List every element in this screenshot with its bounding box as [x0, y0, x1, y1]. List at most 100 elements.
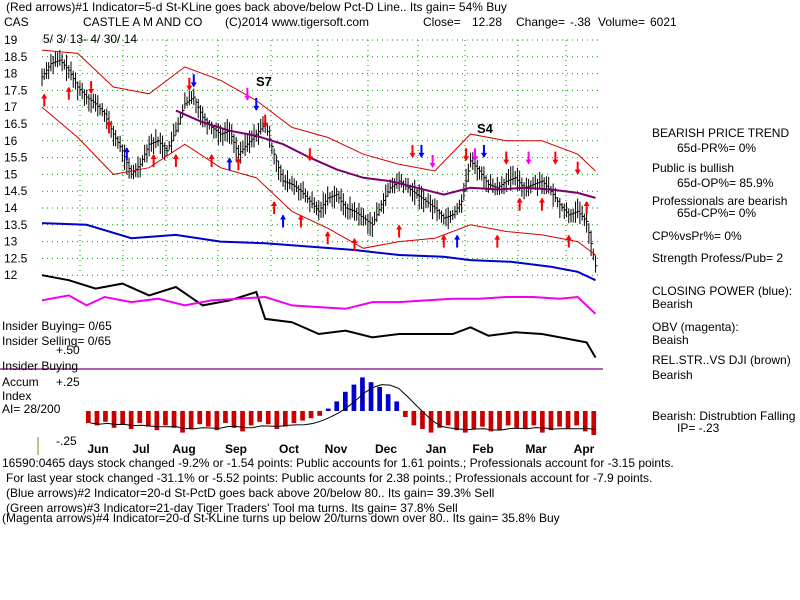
accum-bar [351, 384, 357, 411]
accum-bar [531, 411, 537, 426]
y-tick-label: 14.5 [4, 184, 28, 198]
pr-value: 65d-PR%= 0% [677, 141, 756, 155]
signal-arrow-head [235, 157, 242, 163]
accum-bar [146, 411, 151, 427]
footer-line5: (Magenta arrows)#4 Indicator=20-d St-KLi… [2, 511, 560, 525]
x-tick-label: Jun [87, 442, 108, 456]
signal-arrow-head [525, 159, 532, 165]
signal-arrow-head [565, 234, 572, 240]
y-tick-label: 17 [4, 100, 18, 114]
accum-bar [497, 411, 502, 431]
accum-bar [205, 411, 211, 427]
accum-bar [231, 411, 237, 428]
accum-bar [548, 411, 554, 431]
signal-arrow-head [516, 197, 523, 203]
insider-buying-title: Insider Buying [2, 359, 78, 373]
accum-bar [283, 411, 288, 427]
signal-arrow-head [244, 95, 251, 101]
accum-bar [94, 411, 100, 426]
accum-bar [428, 411, 434, 433]
signal-arrow-head [280, 214, 287, 220]
accum-bar [223, 411, 228, 423]
accum-bar [240, 411, 245, 432]
y-axis-ticks: 19 18.5 18 17.5 17 16.5 16 15.5 15 14.5 14 13.5 13 12… [4, 33, 28, 282]
signal-arrow-head [418, 152, 425, 158]
signal-s4: S4 [477, 121, 494, 136]
x-tick-label: Sep [225, 442, 247, 456]
accum-average-line [90, 384, 596, 431]
close-value: 12.28 [472, 15, 502, 29]
y-tick-label: 19 [4, 33, 18, 47]
accum-bar [325, 408, 331, 411]
signal-arrow-head [190, 82, 197, 88]
accum-bar [154, 411, 160, 431]
x-axis-ticks: Jun Jul Aug Sep Oct Nov Dec Jan Feb Mar Apr [87, 442, 594, 456]
obv-title: OBV (magenta): [652, 320, 739, 334]
y-tick-label: 16 [4, 134, 18, 148]
accum-bar [103, 411, 108, 422]
signal-arrow-head [574, 169, 581, 175]
trend-title: BEARISH PRICE TREND [652, 126, 789, 140]
accum-bar [505, 411, 511, 426]
accum-bar [420, 411, 425, 429]
accum-bar [368, 382, 374, 411]
accum-bar [171, 411, 177, 428]
signal-arrow-head [41, 93, 48, 99]
accum-bar [111, 411, 117, 428]
accum-bar [188, 411, 194, 429]
signal-arrow-head [262, 122, 269, 128]
accum-bar [514, 411, 519, 428]
relstr-title: REL.STR..VS DJI (brown) [652, 353, 791, 367]
accum-bar [197, 411, 203, 425]
accum-histogram [86, 377, 597, 435]
accum-bar [300, 411, 305, 421]
accum-plus25: +.25 [56, 375, 80, 389]
x-tick-label: Mar [525, 442, 547, 456]
signal-arrow-head [105, 120, 112, 126]
footer-line4: (Green arrows)#3 Indicator=21-day Tiger … [6, 501, 458, 515]
accum-bar [214, 411, 220, 431]
x-tick-label: Aug [172, 442, 195, 456]
y-tick-label: 14 [4, 201, 18, 215]
accum-bar [557, 411, 562, 427]
price-grid [42, 39, 600, 276]
signal-arrow-head [538, 197, 545, 203]
volume-label: Volume= [598, 15, 645, 29]
relstr-value: Bearish [652, 368, 693, 382]
accum-bar [574, 411, 579, 426]
y-tick-label: 18.5 [4, 50, 28, 64]
accum-minus25: -.25 [56, 434, 77, 448]
x-tick-label: Feb [472, 442, 493, 456]
signal-arrow-head [583, 201, 590, 206]
accum-bar [385, 394, 391, 411]
accum-bar [565, 411, 571, 429]
accum-bar [291, 411, 297, 423]
y-tick-label: 13.5 [4, 218, 28, 232]
volume-value: 6021 [650, 15, 677, 29]
ai-value: AI= 28/200 [2, 402, 61, 416]
signal-arrow-head [186, 85, 193, 91]
accum-bar [317, 411, 322, 416]
y-tick-label: 12 [4, 268, 18, 282]
accum-bar [522, 411, 528, 429]
price-bars [41, 49, 598, 273]
accum-bar [248, 411, 254, 426]
signal-arrow-head [271, 201, 278, 206]
signal-arrow-head [88, 89, 95, 95]
accum-bar [274, 411, 280, 429]
index-label: Index [2, 389, 31, 403]
upper-band-line [41, 49, 596, 172]
close-label: Close= [423, 15, 461, 29]
signal-arrow-head [297, 214, 304, 220]
accum-bar [411, 411, 417, 426]
accum-bar [591, 411, 597, 435]
y-tick-label: 12.5 [4, 251, 28, 265]
signal-arrow-head [454, 234, 461, 240]
ip-value: IP= -.23 [677, 421, 720, 435]
moving-average-line [175, 109, 596, 199]
change-label: Change= [516, 15, 565, 29]
signal-arrow-head [150, 153, 157, 159]
signal-arrow-head [226, 157, 233, 163]
signal-arrow-head [429, 162, 436, 168]
y-tick-label: 13 [4, 235, 18, 249]
